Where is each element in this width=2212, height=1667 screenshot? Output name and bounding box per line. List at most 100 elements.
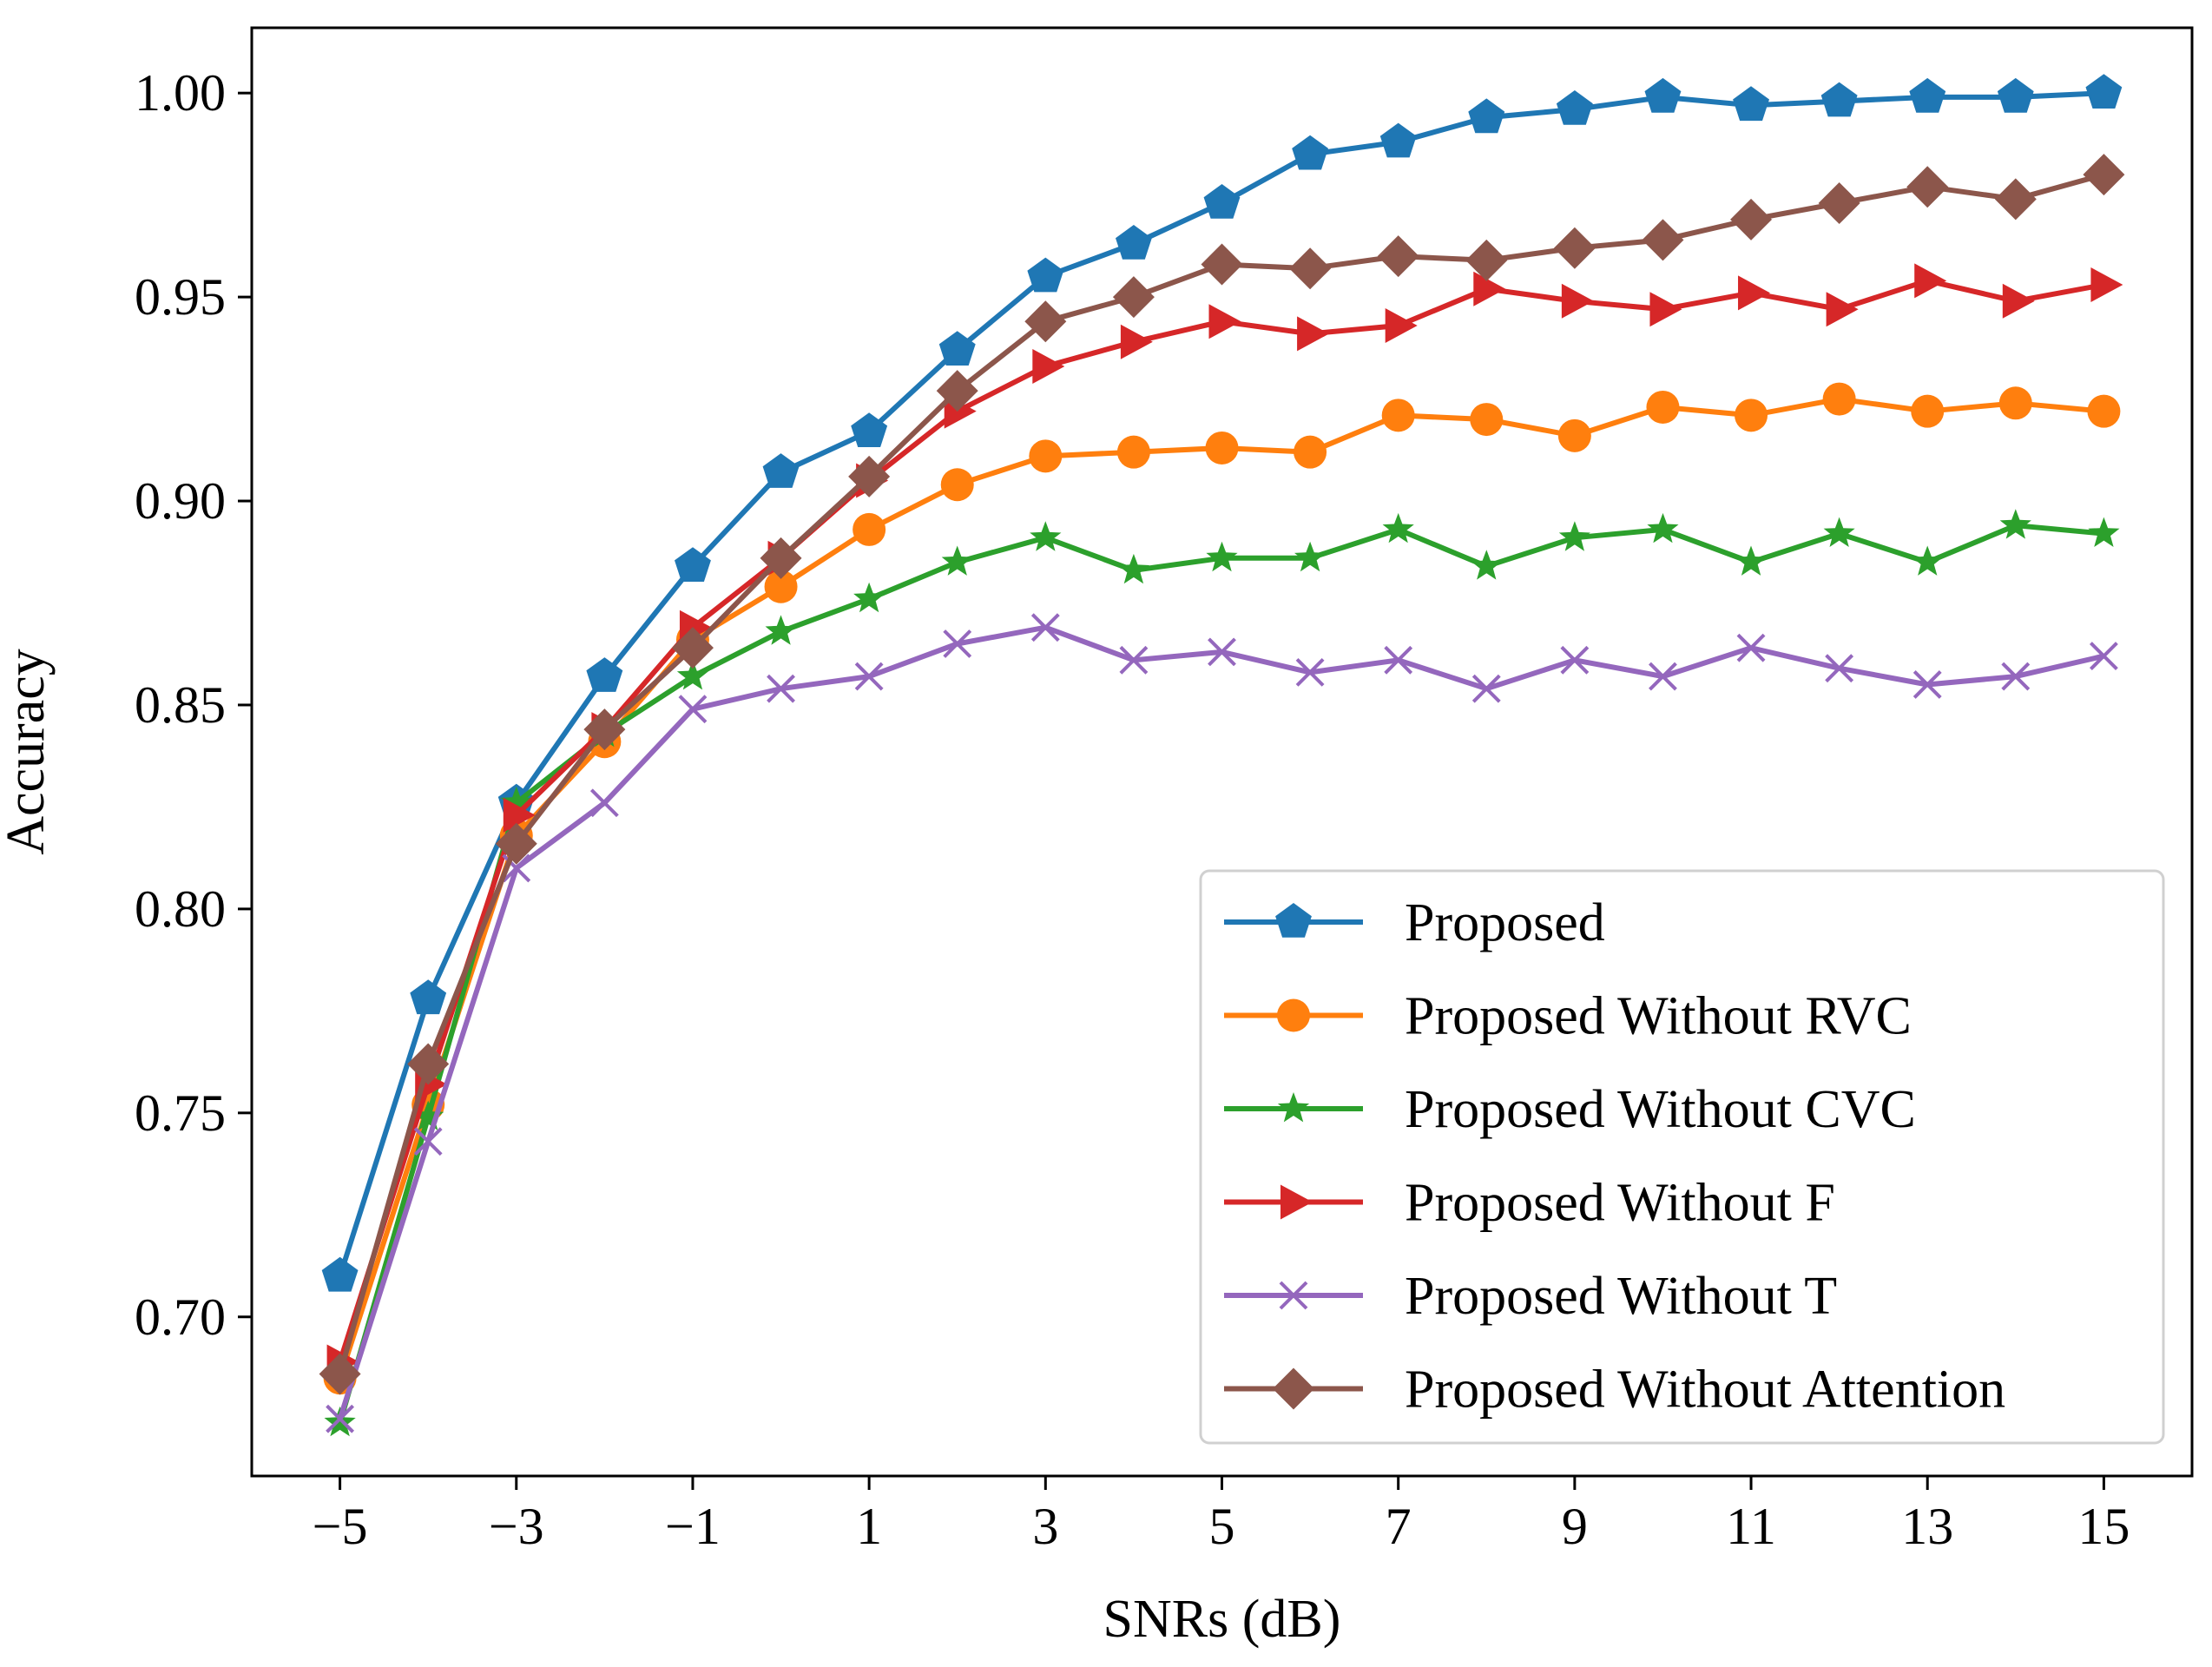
data-point bbox=[1024, 300, 1067, 343]
data-point bbox=[854, 662, 884, 691]
x-tick-label: 13 bbox=[1901, 1498, 1953, 1555]
data-point bbox=[1823, 517, 1855, 547]
data-point bbox=[589, 788, 619, 818]
legend-item: Proposed Without T bbox=[1224, 1267, 1837, 1326]
series-0 bbox=[321, 74, 2123, 1292]
x-tick-label: 11 bbox=[1726, 1498, 1776, 1555]
data-point bbox=[2088, 517, 2120, 547]
data-point bbox=[1558, 521, 1590, 551]
data-point bbox=[1825, 654, 1854, 683]
data-point bbox=[767, 674, 795, 703]
legend-marker bbox=[1279, 1281, 1308, 1310]
data-point bbox=[1294, 435, 1327, 469]
data-point bbox=[1384, 645, 1413, 675]
data-point bbox=[938, 331, 976, 366]
legend: Proposed Proposed Without RVC Proposed Wit… bbox=[1199, 869, 2165, 1445]
data-point bbox=[1032, 348, 1065, 384]
data-point bbox=[583, 708, 626, 751]
data-point bbox=[1642, 219, 1684, 261]
data-point bbox=[1029, 439, 1063, 473]
data-point bbox=[1649, 662, 1677, 691]
data-point bbox=[1030, 613, 1060, 642]
data-point bbox=[936, 370, 978, 412]
data-point bbox=[326, 1404, 355, 1433]
data-point bbox=[1909, 77, 1946, 113]
data-point bbox=[1208, 304, 1241, 339]
data-point bbox=[1999, 509, 2031, 539]
x-tick-label: −3 bbox=[489, 1498, 544, 1555]
legend-label: Proposed Without T bbox=[1405, 1267, 1837, 1326]
data-point bbox=[1994, 178, 2037, 221]
x-tick-label: 3 bbox=[1032, 1498, 1058, 1555]
data-point bbox=[319, 1353, 361, 1395]
data-point bbox=[675, 547, 711, 582]
series-layer bbox=[319, 74, 2125, 1437]
data-point bbox=[848, 455, 891, 497]
x-tick-label: −1 bbox=[665, 1498, 721, 1555]
x-tick-label: 1 bbox=[856, 1498, 882, 1555]
legend-item: Proposed Without Attention bbox=[1224, 1361, 2005, 1420]
legend-box bbox=[1199, 869, 2165, 1445]
data-point bbox=[324, 1406, 356, 1437]
data-point bbox=[1117, 553, 1149, 584]
data-point bbox=[410, 979, 447, 1015]
data-point bbox=[1465, 239, 1508, 281]
data-point bbox=[1201, 243, 1243, 286]
legend-marker bbox=[1277, 1092, 1310, 1123]
data-point bbox=[760, 537, 802, 579]
data-point bbox=[1289, 247, 1332, 290]
data-point bbox=[1912, 545, 1944, 576]
data-point bbox=[1471, 674, 1501, 703]
y-tick-label: 0.90 bbox=[135, 472, 226, 530]
data-point bbox=[765, 615, 797, 645]
legend-marker bbox=[1277, 998, 1310, 1032]
series-5 bbox=[319, 154, 2125, 1395]
data-point bbox=[2089, 642, 2118, 670]
data-point bbox=[413, 1127, 443, 1156]
data-point bbox=[2090, 267, 2123, 303]
data-point bbox=[1471, 550, 1503, 580]
y-tick-label: 0.70 bbox=[135, 1288, 226, 1346]
data-point bbox=[1733, 86, 1769, 122]
y-tick-label: 0.75 bbox=[135, 1084, 226, 1142]
legend-label: Proposed bbox=[1405, 893, 1605, 952]
x-tick-label: 15 bbox=[2077, 1498, 2130, 1555]
data-point bbox=[1120, 324, 1153, 359]
data-point bbox=[1647, 512, 1679, 544]
data-point bbox=[1736, 633, 1766, 662]
data-point bbox=[1116, 225, 1152, 260]
data-point bbox=[321, 1256, 359, 1292]
y-tick-label: 1.00 bbox=[135, 64, 226, 122]
legend-label: Proposed Without CVC bbox=[1405, 1080, 1916, 1139]
legend-item: Proposed Without CVC bbox=[1224, 1080, 1916, 1139]
data-point bbox=[2001, 662, 2031, 691]
y-tick-label: 0.95 bbox=[135, 268, 226, 326]
data-point bbox=[1560, 645, 1590, 675]
data-point bbox=[1556, 90, 1593, 125]
data-point bbox=[407, 1043, 450, 1085]
data-point bbox=[1473, 271, 1506, 306]
x-tick-label: 9 bbox=[1562, 1498, 1588, 1555]
data-point bbox=[1295, 657, 1325, 687]
data-point bbox=[762, 453, 800, 488]
data-point bbox=[1818, 182, 1860, 225]
data-point bbox=[943, 629, 972, 658]
legend-item: Proposed Without F bbox=[1224, 1174, 1835, 1233]
legend-item: Proposed bbox=[1224, 893, 1605, 952]
data-point bbox=[1997, 77, 2034, 113]
y-tick-label: 0.80 bbox=[135, 880, 226, 938]
data-point bbox=[1912, 670, 1942, 699]
data-point bbox=[2083, 154, 2125, 196]
legend-marker bbox=[1280, 1184, 1313, 1220]
data-point bbox=[1820, 82, 1858, 117]
data-point bbox=[853, 582, 885, 613]
data-point bbox=[1112, 276, 1155, 319]
data-point bbox=[500, 786, 532, 817]
data-point bbox=[2002, 283, 2035, 319]
data-point bbox=[1206, 541, 1238, 572]
data-point bbox=[940, 468, 974, 502]
data-point bbox=[1385, 307, 1418, 343]
data-point bbox=[1294, 541, 1327, 572]
data-point bbox=[1826, 292, 1859, 327]
